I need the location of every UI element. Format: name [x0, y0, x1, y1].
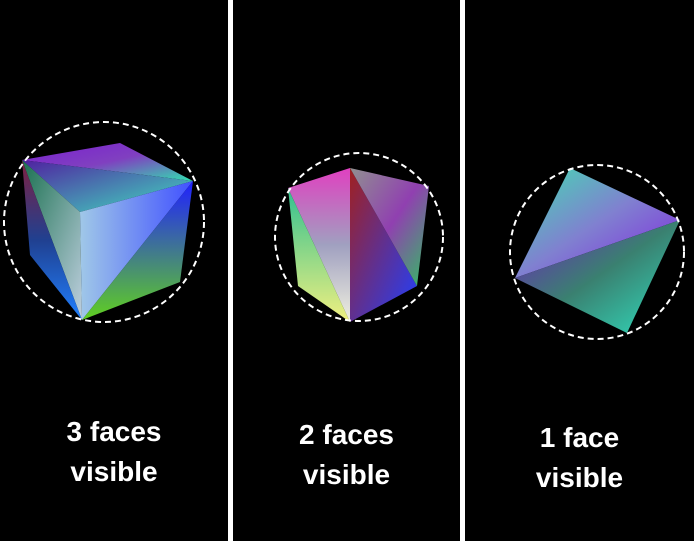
cube-face-upper	[515, 168, 680, 278]
cube-right-face-a	[350, 168, 417, 322]
bounding-circle	[3, 121, 205, 323]
caption-line-2: visible	[535, 462, 624, 493]
caption-line-1: 1 face	[539, 422, 620, 453]
panel-three-faces: 3 faces visible	[0, 0, 228, 541]
bounding-circle	[509, 164, 685, 340]
caption: 1 face visible	[465, 418, 694, 498]
cube-two-faces	[274, 152, 444, 322]
cube-face-lower	[515, 220, 680, 333]
panel-two-faces: 2 faces visible	[233, 0, 460, 541]
cube-top-face-b	[22, 160, 193, 212]
caption-line-1: 3 faces	[66, 416, 162, 447]
cube-left-face-a	[288, 168, 350, 322]
cube-left-face-b	[22, 160, 82, 320]
caption-line-2: visible	[70, 456, 158, 487]
panel-one-face: 1 face visible	[465, 0, 694, 541]
caption-line-2: visible	[302, 459, 391, 490]
caption-line-1: 2 faces	[299, 419, 394, 450]
bounding-circle	[274, 152, 444, 322]
cube-top-face-a	[22, 143, 193, 181]
cube-left-face-b	[288, 188, 350, 322]
cube-one-face	[509, 164, 685, 340]
cube-right-face-b	[350, 168, 429, 286]
caption: 3 faces visible	[0, 412, 228, 492]
caption: 2 faces visible	[233, 415, 460, 495]
cube-right-face-b	[82, 181, 193, 320]
cube-right-face-a	[80, 181, 193, 320]
cube-three-faces	[3, 121, 205, 323]
